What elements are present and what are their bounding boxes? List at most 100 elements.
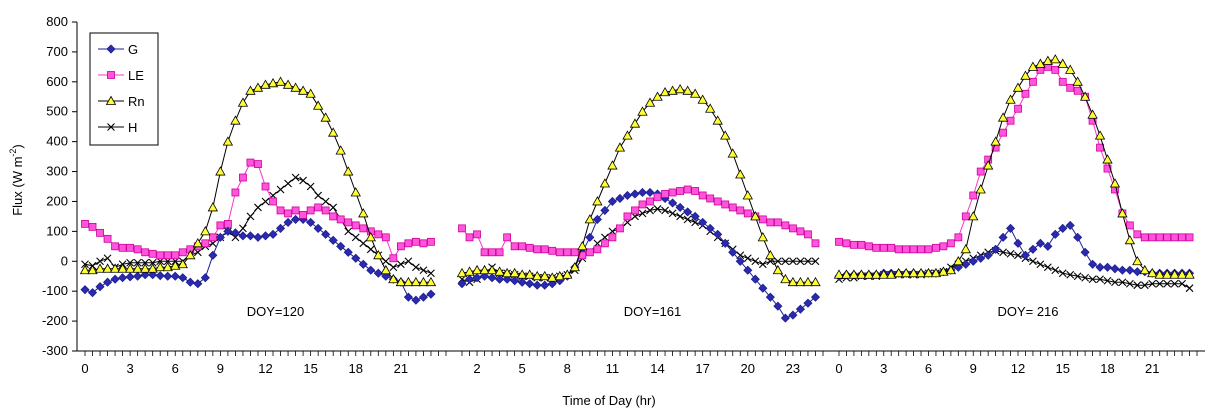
data-point-h	[133, 258, 142, 267]
data-point-h	[789, 257, 797, 266]
data-point-g	[600, 205, 610, 215]
data-point-g	[457, 279, 467, 289]
data-point-h	[126, 258, 135, 267]
x-marker-stroke	[1178, 279, 1186, 288]
x-marker-stroke	[1066, 270, 1075, 279]
data-point-le	[1103, 164, 1112, 173]
data-point-g	[961, 259, 971, 269]
data-point-le	[321, 206, 330, 215]
data-point-rn	[599, 178, 611, 188]
data-point-le	[458, 224, 466, 233]
series-le	[835, 62, 1194, 254]
data-point-le	[148, 249, 157, 258]
data-point-g	[758, 283, 768, 293]
data-point-rn	[395, 276, 407, 287]
x-tick-label: 8	[564, 361, 571, 376]
data-point-le	[239, 173, 247, 182]
data-point-le	[1021, 89, 1030, 98]
data-point-rn	[343, 166, 354, 176]
x-tick-label: 0	[81, 361, 88, 376]
data-point-h	[1014, 251, 1022, 260]
data-point-g	[163, 271, 173, 281]
data-point-g	[170, 271, 180, 281]
data-point-le	[811, 239, 820, 248]
data-point-h	[646, 206, 654, 215]
data-point-g	[366, 265, 376, 275]
series-line-rn	[461, 88, 816, 283]
data-point-rn	[358, 208, 369, 218]
data-point-h	[683, 215, 692, 224]
data-point-le	[593, 245, 602, 254]
data-point-h	[419, 266, 428, 275]
data-point-h	[359, 239, 368, 248]
y-axis-label: Flux (W m-2)	[8, 144, 25, 216]
data-point-g	[200, 273, 210, 283]
data-point-le	[374, 230, 383, 239]
data-point-g	[479, 271, 490, 281]
data-point-h	[81, 260, 89, 269]
data-point-le	[608, 233, 617, 242]
data-point-g	[1110, 264, 1120, 274]
data-point-g	[426, 289, 436, 299]
data-point-rn	[109, 263, 121, 273]
data-point-h	[96, 257, 104, 266]
data-point-rn	[689, 88, 701, 98]
data-point-g	[418, 292, 429, 302]
series-rn	[833, 54, 1195, 279]
data-point-le	[1170, 233, 1179, 242]
data-point-h	[321, 197, 330, 206]
data-point-g	[253, 232, 263, 242]
data-point-h	[1178, 279, 1186, 288]
data-point-le	[555, 248, 564, 257]
data-point-g	[343, 247, 353, 257]
data-point-h	[344, 227, 353, 236]
data-point-g	[607, 196, 617, 207]
x-marker-stroke	[1014, 251, 1022, 260]
data-point-rn	[170, 260, 181, 270]
data-point-le	[835, 237, 843, 246]
data-point-le	[269, 197, 277, 206]
data-point-g	[358, 259, 368, 269]
data-point-g	[1043, 241, 1053, 251]
data-point-g	[487, 273, 497, 283]
data-point-h	[299, 176, 307, 185]
data-point-rn	[471, 264, 483, 275]
data-point-rn	[102, 263, 113, 273]
data-point-g	[230, 228, 240, 238]
panel-annotation: DOY=161	[624, 304, 681, 319]
y-axis-label-superscript: -2	[8, 149, 18, 157]
data-point-g	[1117, 265, 1127, 275]
data-point-le	[96, 228, 104, 237]
x-marker-stroke	[1043, 263, 1052, 272]
data-point-le	[773, 218, 782, 227]
data-point-rn	[260, 79, 271, 89]
data-point-rn	[968, 211, 979, 221]
data-point-g	[1080, 247, 1090, 257]
x-marker-stroke	[1036, 260, 1045, 269]
data-point-h	[638, 209, 647, 218]
x-marker-stroke	[1096, 275, 1104, 284]
data-point-le	[563, 248, 572, 257]
data-point-rn	[982, 160, 994, 170]
y-tick-label: 0	[61, 253, 68, 268]
data-point-g	[1088, 259, 1098, 269]
data-point-h	[366, 245, 375, 254]
data-point-rn	[365, 232, 376, 242]
data-point-rn	[878, 269, 889, 279]
legend: G LE Rn H	[89, 32, 159, 146]
x-marker-stroke	[1118, 278, 1127, 287]
data-point-rn	[305, 88, 316, 98]
x-tick-label: 18	[349, 361, 363, 376]
data-point-h	[306, 182, 315, 191]
x-marker-stroke	[1111, 278, 1119, 287]
data-point-le	[676, 187, 685, 195]
x-tick-label: 6	[925, 361, 932, 376]
legend-entry-le: LE	[98, 68, 144, 83]
y-tick-label: 700	[46, 44, 68, 59]
x-marker-stroke	[1103, 276, 1112, 285]
data-point-rn	[584, 214, 596, 224]
x-marker-stroke	[1140, 281, 1149, 290]
data-point-h	[1081, 273, 1090, 282]
data-point-rn	[1139, 264, 1150, 275]
data-point-le	[646, 197, 654, 206]
